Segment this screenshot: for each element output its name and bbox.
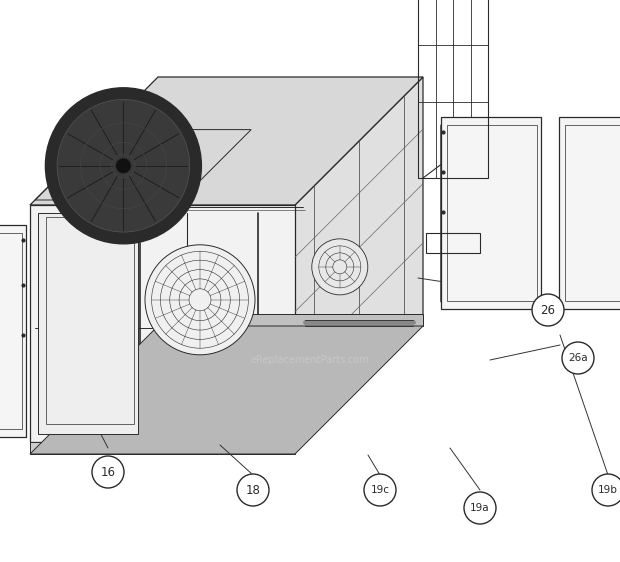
Text: eReplacementParts.com: eReplacementParts.com xyxy=(250,355,370,365)
Circle shape xyxy=(562,342,594,374)
Circle shape xyxy=(57,99,190,232)
Circle shape xyxy=(45,88,202,244)
Circle shape xyxy=(592,474,620,506)
Text: 19a: 19a xyxy=(470,503,490,513)
Text: 26: 26 xyxy=(541,303,556,316)
Polygon shape xyxy=(559,117,620,309)
Circle shape xyxy=(312,239,368,295)
Circle shape xyxy=(115,158,131,174)
Polygon shape xyxy=(0,225,26,437)
Text: 26a: 26a xyxy=(568,353,588,363)
Text: 19b: 19b xyxy=(598,485,618,495)
Polygon shape xyxy=(38,213,138,434)
Text: 16: 16 xyxy=(100,465,115,478)
Text: 19c: 19c xyxy=(371,485,389,495)
Circle shape xyxy=(532,294,564,326)
Polygon shape xyxy=(441,117,541,309)
Polygon shape xyxy=(30,205,295,442)
Circle shape xyxy=(364,474,396,506)
Polygon shape xyxy=(30,442,295,454)
Circle shape xyxy=(145,245,255,355)
Polygon shape xyxy=(158,314,423,326)
Polygon shape xyxy=(30,77,423,205)
Circle shape xyxy=(464,492,496,524)
Circle shape xyxy=(92,456,124,488)
Polygon shape xyxy=(295,77,423,442)
Circle shape xyxy=(237,474,269,506)
Text: 18: 18 xyxy=(246,483,260,496)
Polygon shape xyxy=(30,326,423,454)
